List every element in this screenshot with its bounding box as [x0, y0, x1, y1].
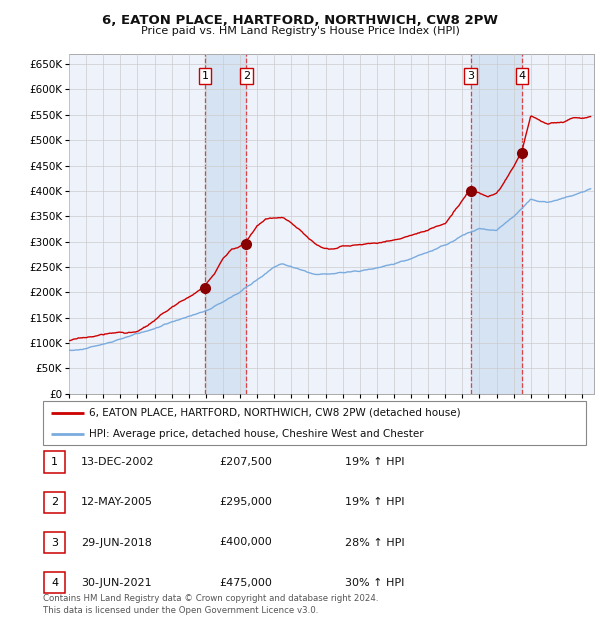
Text: 28% ↑ HPI: 28% ↑ HPI — [345, 538, 404, 547]
Text: 3: 3 — [51, 538, 58, 547]
FancyBboxPatch shape — [44, 451, 65, 472]
Text: 4: 4 — [51, 578, 58, 588]
Text: 6, EATON PLACE, HARTFORD, NORTHWICH, CW8 2PW: 6, EATON PLACE, HARTFORD, NORTHWICH, CW8… — [102, 14, 498, 27]
Text: Contains HM Land Registry data © Crown copyright and database right 2024.
This d: Contains HM Land Registry data © Crown c… — [43, 594, 379, 615]
FancyBboxPatch shape — [44, 572, 65, 593]
Text: 12-MAY-2005: 12-MAY-2005 — [81, 497, 153, 507]
Text: HPI: Average price, detached house, Cheshire West and Chester: HPI: Average price, detached house, Ches… — [89, 429, 424, 439]
FancyBboxPatch shape — [44, 532, 65, 553]
Bar — [205, 54, 247, 394]
Text: 19% ↑ HPI: 19% ↑ HPI — [345, 457, 404, 467]
Text: 19% ↑ HPI: 19% ↑ HPI — [345, 497, 404, 507]
Text: 13-DEC-2002: 13-DEC-2002 — [81, 457, 155, 467]
Text: 2: 2 — [243, 71, 250, 81]
Text: 2: 2 — [51, 497, 58, 507]
Text: 30% ↑ HPI: 30% ↑ HPI — [345, 578, 404, 588]
Text: 3: 3 — [467, 71, 474, 81]
Text: 1: 1 — [202, 71, 208, 81]
Text: 1: 1 — [51, 457, 58, 467]
Text: 29-JUN-2018: 29-JUN-2018 — [81, 538, 152, 547]
FancyBboxPatch shape — [43, 401, 586, 445]
FancyBboxPatch shape — [44, 492, 65, 513]
Text: 30-JUN-2021: 30-JUN-2021 — [81, 578, 152, 588]
Text: 4: 4 — [518, 71, 526, 81]
Bar — [471, 54, 522, 394]
Text: £207,500: £207,500 — [219, 457, 272, 467]
Text: 6, EATON PLACE, HARTFORD, NORTHWICH, CW8 2PW (detached house): 6, EATON PLACE, HARTFORD, NORTHWICH, CW8… — [89, 407, 461, 418]
Text: £400,000: £400,000 — [219, 538, 272, 547]
Text: £475,000: £475,000 — [219, 578, 272, 588]
Text: £295,000: £295,000 — [219, 497, 272, 507]
Text: Price paid vs. HM Land Registry's House Price Index (HPI): Price paid vs. HM Land Registry's House … — [140, 26, 460, 36]
